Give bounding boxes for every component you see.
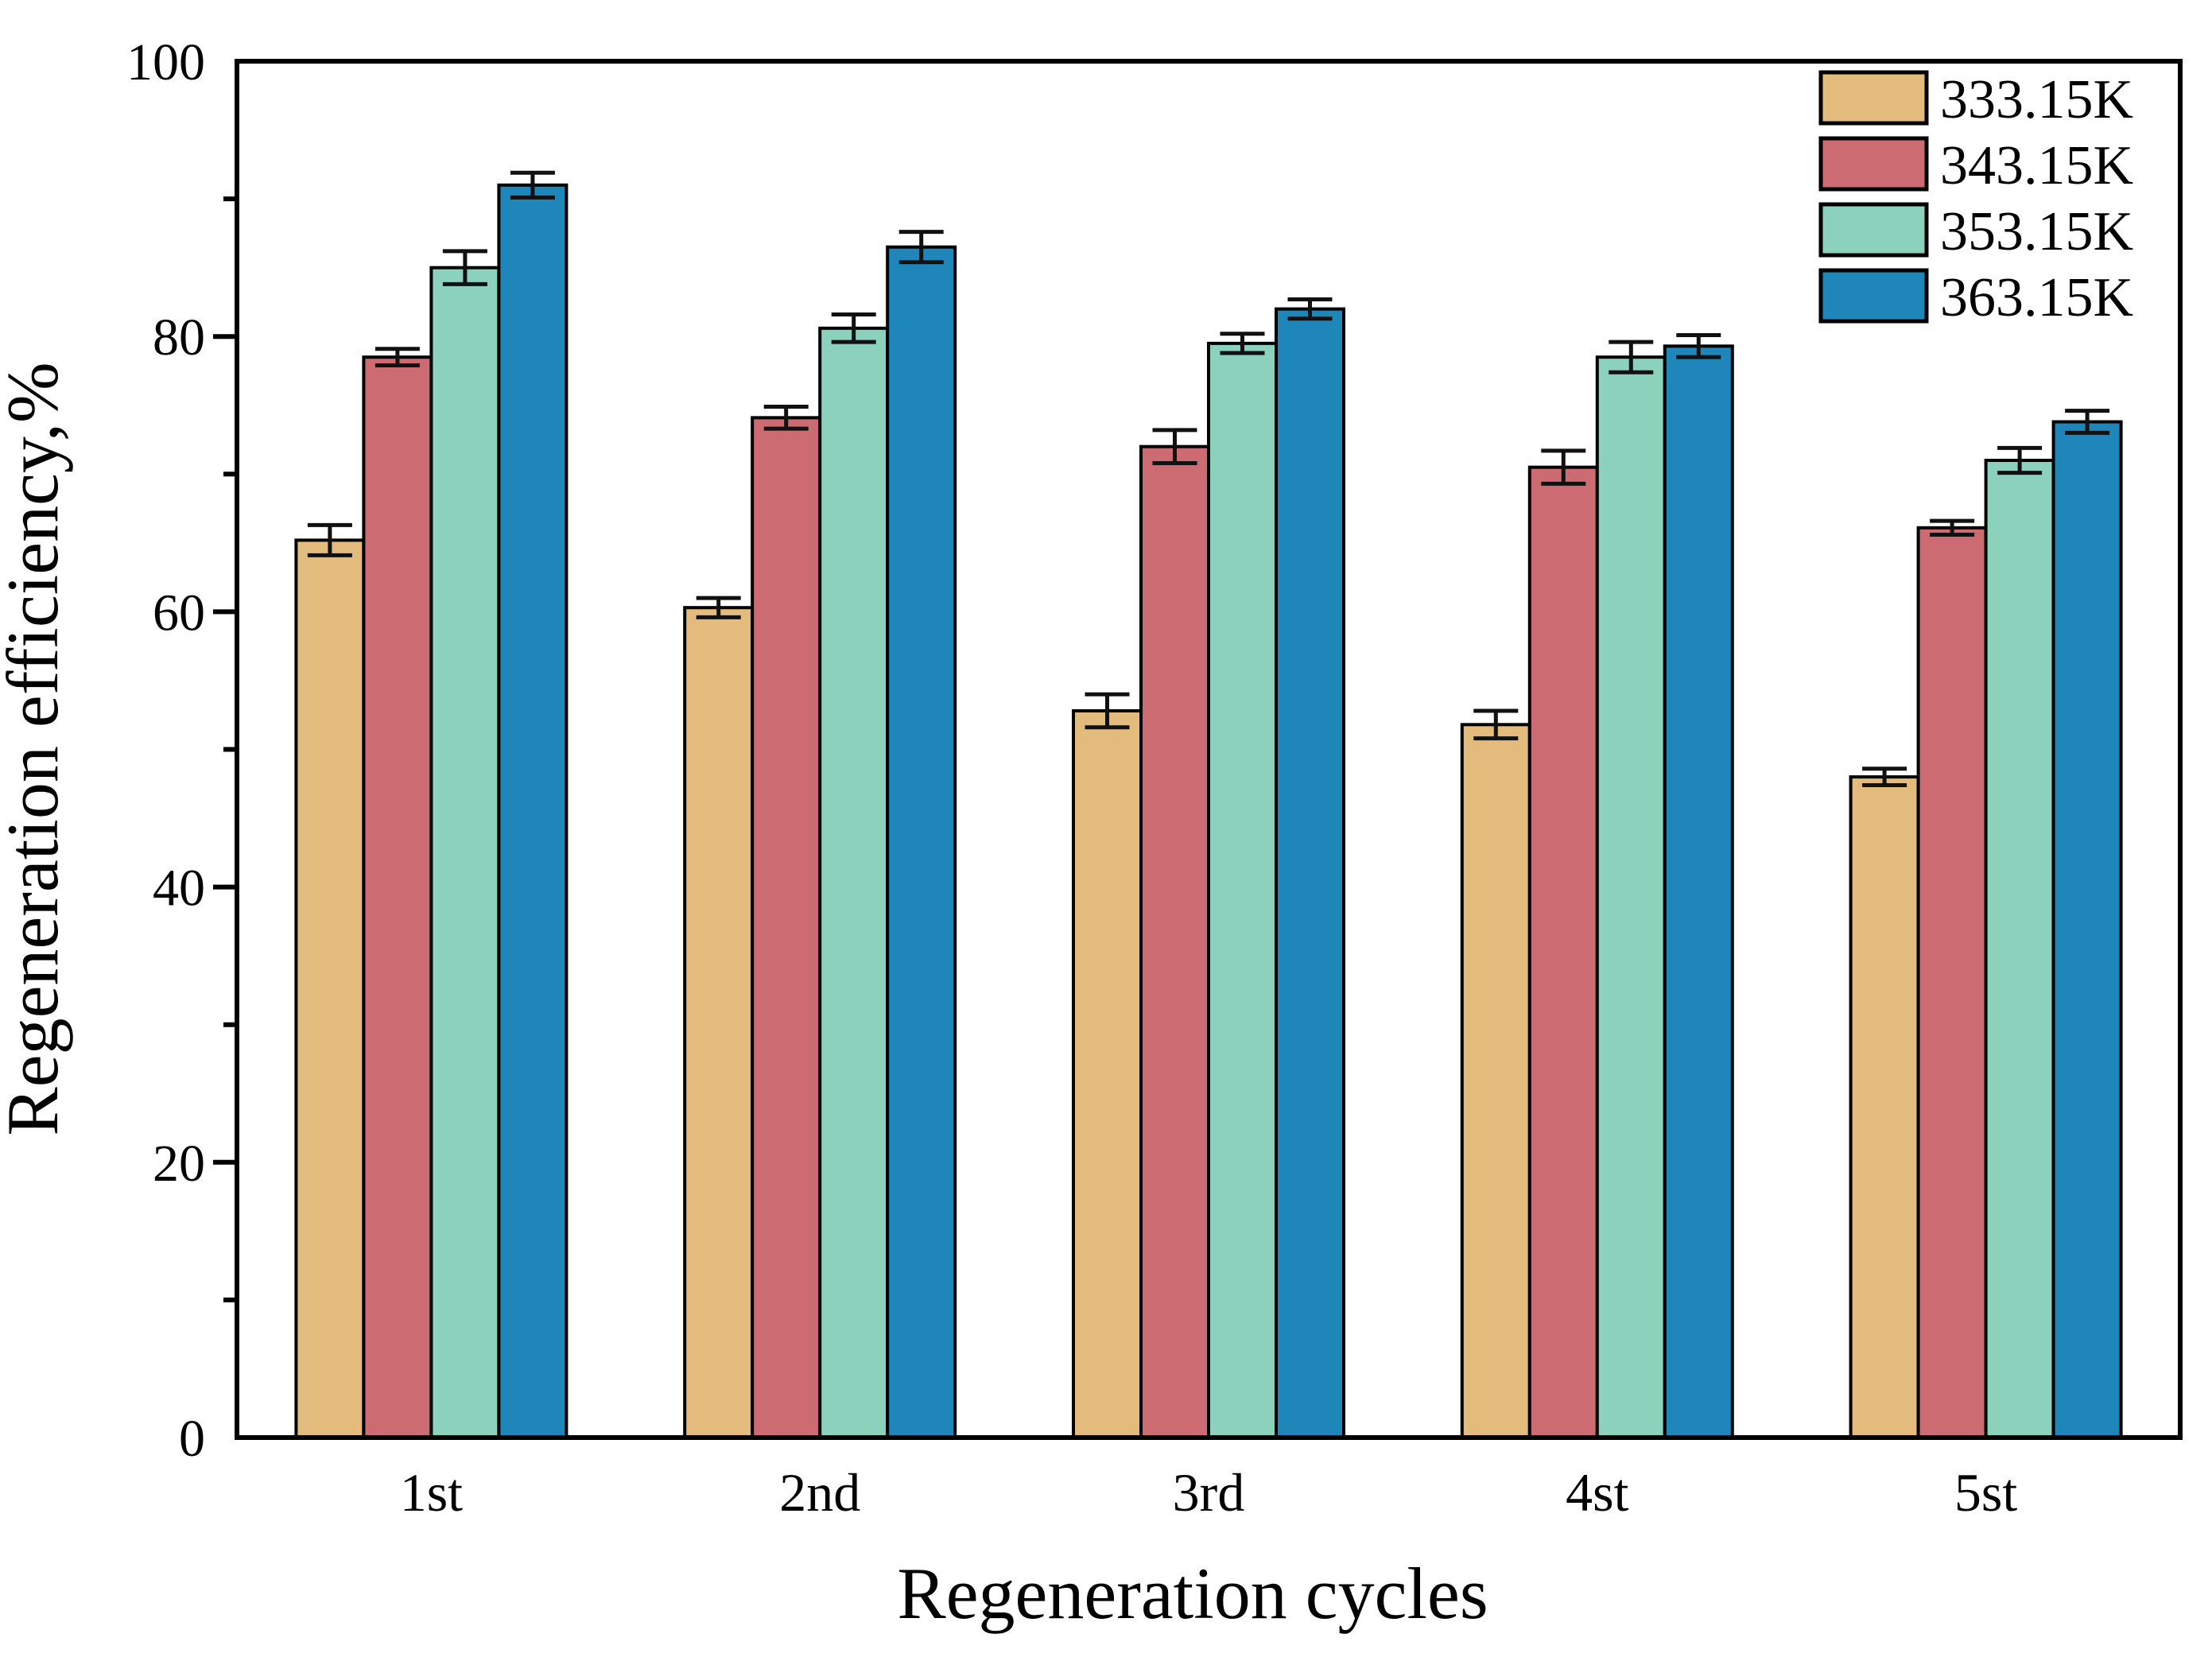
y-tick-label: 0 (179, 1410, 205, 1468)
bar (1460, 723, 1531, 1439)
bar (429, 266, 501, 1439)
legend-swatch (1818, 202, 1929, 258)
x-category-label: 3rd (1173, 1462, 1245, 1523)
bar (886, 245, 957, 1439)
bar (683, 606, 755, 1439)
y-tick-label: 80 (153, 309, 205, 367)
bar (1663, 344, 1734, 1439)
bar (818, 326, 890, 1440)
bar (1275, 307, 1345, 1440)
bar (1207, 341, 1278, 1440)
legend-label: 363.15K (1940, 267, 2133, 328)
legend-swatch (1818, 268, 1929, 324)
bar (1527, 465, 1599, 1439)
bar (2051, 420, 2123, 1439)
legend-label: 333.15K (1940, 69, 2133, 130)
bar (1849, 775, 1920, 1439)
x-category-label: 5st (1954, 1462, 2017, 1523)
bar (1916, 526, 1988, 1440)
legend-label: 343.15K (1940, 135, 2133, 196)
y-tick-label: 100 (126, 33, 205, 91)
bar (1139, 444, 1210, 1439)
legend-swatch (1818, 136, 1929, 192)
y-tick-label: 60 (153, 584, 205, 642)
y-tick-label: 40 (153, 860, 205, 918)
bar (1984, 458, 2055, 1439)
bar (1072, 709, 1143, 1439)
y-tick-label: 20 (153, 1135, 205, 1193)
bar (1595, 355, 1667, 1439)
bar (497, 183, 569, 1439)
x-axis-title: Regeneration cycles (897, 1553, 1488, 1634)
legend-swatch (1818, 70, 1929, 126)
x-category-label: 1st (400, 1462, 463, 1523)
bar (362, 355, 433, 1439)
bar (294, 538, 366, 1440)
x-category-label: 4st (1566, 1462, 1628, 1523)
plot-area: 0 20 40 60 80 100 1st 2nd 3rd 4st 5st 333.15K343.15… (126, 33, 2183, 1523)
legend-label: 353.15K (1940, 201, 2133, 262)
y-axis-title: Regeneration efficiency,% (0, 362, 73, 1135)
x-category-label: 2nd (779, 1462, 860, 1523)
bar (751, 416, 822, 1439)
